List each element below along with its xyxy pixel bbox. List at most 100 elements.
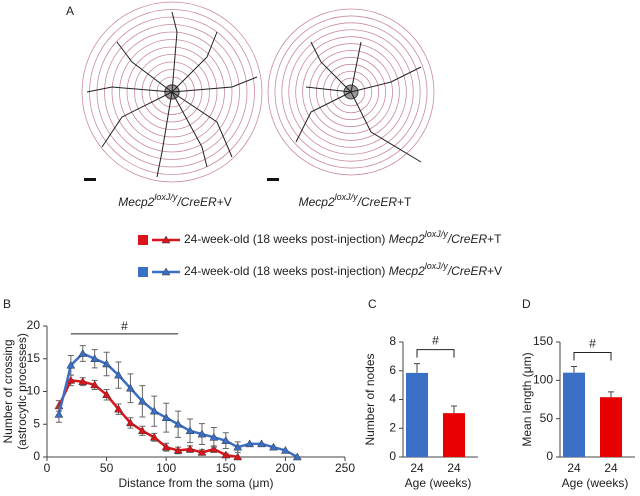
significance-label: # [432, 334, 439, 348]
y-tick-label: 0 [389, 449, 396, 463]
sholl-ring [309, 50, 393, 134]
bar [563, 372, 585, 457]
marker [269, 442, 278, 451]
sholl-ring [104, 24, 240, 160]
error-bar [571, 366, 577, 373]
marker [257, 439, 266, 448]
x-axis-label: Age (weeks) [562, 476, 629, 490]
marker [292, 452, 302, 461]
y-tick-label: 100 [533, 373, 553, 387]
marker [114, 370, 123, 379]
legend-marker [161, 267, 171, 276]
x-tick-label: 0 [44, 461, 51, 475]
dendrites [84, 11, 422, 181]
y-axis-label: Mean length (μm) [520, 352, 534, 446]
significance-bracket [573, 352, 612, 361]
significance-label: # [589, 337, 596, 351]
legend-swatch [138, 235, 148, 245]
panel-label: B [3, 297, 11, 311]
marker [137, 396, 147, 405]
marker [185, 426, 195, 435]
sholl-ring [149, 69, 195, 115]
legend-text: 24-week-old (18 weeks post-injection) [184, 264, 389, 278]
genotype-label: 24-week-old (18 weeks post-injection) Me… [184, 229, 502, 246]
sholl-ring [295, 36, 407, 148]
gene: Mecp2 [299, 195, 335, 209]
marker [209, 444, 219, 453]
legend-swatch [138, 267, 148, 277]
marker [185, 444, 195, 453]
x-tick-label: 24 [447, 461, 461, 475]
superscript: loxJ/y [154, 192, 178, 202]
panel-label: C [368, 297, 377, 311]
superscript: loxJ/y [335, 192, 359, 202]
y-tick-label: 0 [546, 449, 553, 463]
marker [173, 445, 183, 454]
error-bar [414, 363, 420, 373]
sholl-ring [322, 63, 380, 121]
sholl-ring [156, 76, 188, 108]
marker [149, 406, 159, 415]
x-tick-label: 24 [604, 461, 618, 475]
marker [66, 360, 76, 369]
sholl-ring [281, 22, 421, 162]
sholl-ring [111, 31, 233, 153]
legend-marker [161, 235, 171, 244]
x-tick-label: 200 [275, 461, 295, 475]
sholl-ring [316, 57, 386, 127]
sholl-ring [336, 77, 366, 107]
superscript: loxJ/y [425, 261, 449, 271]
x-axis-label: Distance from the soma (μm) [119, 476, 274, 490]
marker [114, 404, 123, 413]
sholl-ring [288, 29, 414, 155]
marker [221, 436, 231, 444]
marker [66, 375, 76, 384]
marker [102, 359, 112, 368]
marker [102, 390, 112, 399]
marker [280, 445, 290, 454]
error-bar [608, 391, 614, 398]
y-tick-label: 20 [27, 318, 41, 332]
genotype-label: Mecp2loxJ/y/CreER+V [118, 192, 231, 209]
gene: Mecp2 [389, 232, 425, 246]
line [57, 379, 238, 459]
error-bar [451, 405, 457, 414]
y-tick-label: 50 [540, 411, 554, 425]
y-axis-label: (astrocytic processes) [15, 333, 29, 450]
marker [149, 432, 159, 441]
marker [161, 413, 171, 421]
construct: /CreER [176, 195, 217, 209]
sholl-ring [134, 54, 210, 130]
marker [173, 419, 183, 428]
sholl-ring [302, 43, 400, 141]
marker [245, 439, 255, 448]
y-tick-label: 0 [33, 449, 40, 463]
bar [600, 397, 622, 457]
suffix: +V [217, 195, 232, 209]
x-tick-label: 100 [156, 461, 176, 475]
x-tick-label: 24 [567, 461, 581, 475]
y-tick-label: 150 [533, 334, 553, 348]
marker [126, 418, 135, 427]
x-tick-label: 150 [216, 461, 236, 475]
bar [443, 413, 465, 457]
marker [90, 380, 100, 389]
y-axis-label: Number of nodes [363, 353, 377, 445]
panel-label: D [522, 297, 531, 311]
marker [233, 442, 243, 451]
x-tick-label: 250 [335, 461, 355, 475]
genotype-label: Mecp2loxJ/y/CreER+T [299, 192, 412, 209]
panel-label: A [66, 4, 74, 18]
marker [197, 429, 207, 438]
gene: Mecp2 [118, 195, 154, 209]
y-axis-label: Number of crossing [1, 339, 15, 443]
sholl-ring [274, 15, 428, 169]
sholl-ring [141, 61, 203, 123]
y-tick-label: 10 [27, 384, 41, 398]
sholl-ring [126, 46, 218, 138]
marker [78, 377, 88, 385]
x-tick-label: 24 [410, 461, 424, 475]
y-tick-label: 6 [389, 363, 396, 377]
sholl-ring [119, 39, 225, 145]
construct: /CreER [447, 232, 488, 246]
